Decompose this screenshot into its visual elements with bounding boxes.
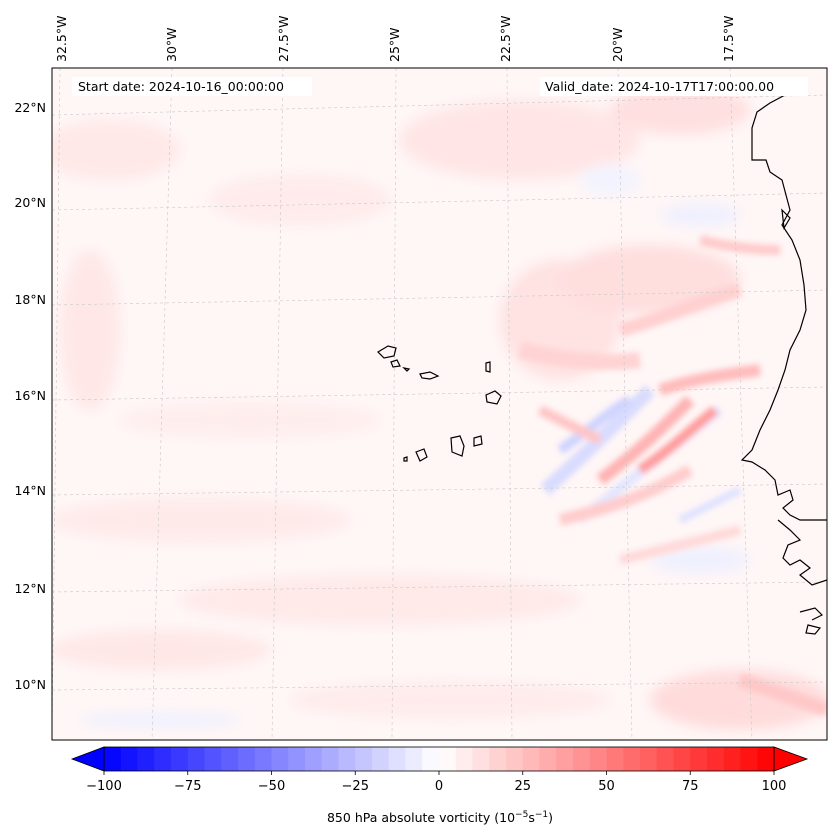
colorbar-cell — [506, 747, 524, 771]
lat-label: 18°N — [14, 292, 46, 307]
colorbar-cell — [171, 747, 189, 771]
colorbar-tick-label: −75 — [174, 779, 201, 794]
colorbar: −100 −75 −50 −25 0 25 50 75 100 850 hPa absolute… — [70, 746, 809, 825]
west-africa-coastline — [740, 94, 827, 635]
lon-label: 17.5°W — [721, 16, 736, 62]
colorbar-cell — [137, 747, 155, 771]
colorbar-cell — [690, 747, 708, 771]
lon-label: 30°W — [164, 27, 179, 62]
lon-label: 25°W — [387, 27, 402, 62]
colorbar-cell — [355, 747, 373, 771]
vorticity-field — [52, 85, 827, 730]
graticule — [52, 68, 827, 740]
lat-label: 20°N — [14, 195, 46, 210]
colorbar-cell — [589, 747, 607, 771]
map-panel: Start date: 2024-10-16_00:00:00 Valid_da… — [51, 67, 828, 741]
colorbar-cell — [321, 747, 339, 771]
colorbar-cell — [623, 747, 641, 771]
colorbar-tick-label: 75 — [682, 779, 699, 794]
colorbar-cell — [539, 747, 557, 771]
colorbar-cell — [556, 747, 574, 771]
colorbar-tick-label: −50 — [258, 779, 285, 794]
colorbar-cell — [439, 747, 457, 771]
colorbar-cell — [187, 747, 205, 771]
valid-date-text: Valid_date: 2024-10-17T17:00:00.00 — [545, 79, 774, 94]
colorbar-cell — [707, 747, 725, 771]
colorbar-tick-label: −25 — [342, 779, 369, 794]
colorbar-tick-label: 25 — [514, 779, 531, 794]
colorbar-extend-min — [70, 746, 105, 772]
colorbar-tick-label: −100 — [86, 779, 122, 794]
lat-label: 22°N — [14, 100, 46, 115]
colorbar-cell — [238, 747, 256, 771]
colorbar-tick-label: 50 — [598, 779, 615, 794]
lat-label: 14°N — [14, 483, 46, 498]
colorbar-cell — [372, 747, 390, 771]
colorbar-tick-label: 0 — [435, 779, 443, 794]
colorbar-label: 850 hPa absolute vorticity (10−5s−1) — [327, 810, 553, 825]
colorbar-cell — [573, 747, 591, 771]
longitude-labels: 32.5°W 30°W 27.5°W 25°W 22.5°W 20°W 17.5… — [54, 16, 736, 62]
colorbar-cell — [455, 747, 473, 771]
colorbar-ticks: −100 −75 −50 −25 0 25 50 75 100 — [86, 771, 786, 794]
colorbar-cell — [757, 747, 775, 771]
cape-verde-islands — [377, 345, 502, 462]
colorbar-cell — [606, 747, 624, 771]
colorbar-cell — [673, 747, 691, 771]
colorbar-cells — [104, 747, 775, 771]
colorbar-cell — [204, 747, 222, 771]
colorbar-cell — [640, 747, 658, 771]
colorbar-cell — [254, 747, 272, 771]
colorbar-cell — [740, 747, 758, 771]
colorbar-cell — [472, 747, 490, 771]
colorbar-cell — [288, 747, 306, 771]
colorbar-cell — [405, 747, 423, 771]
colorbar-cell — [522, 747, 540, 771]
start-date-text: Start date: 2024-10-16_00:00:00 — [78, 79, 284, 94]
colorbar-extend-max — [773, 746, 809, 772]
lon-label: 20°W — [610, 27, 625, 62]
lat-label: 12°N — [14, 581, 46, 596]
lat-label: 10°N — [14, 677, 46, 692]
lon-label: 32.5°W — [54, 16, 69, 62]
colorbar-cell — [305, 747, 323, 771]
latitude-labels: 22°N 20°N 18°N 16°N 14°N 12°N 10°N — [14, 100, 46, 692]
colorbar-cell — [104, 747, 122, 771]
colorbar-cell — [338, 747, 356, 771]
colorbar-cell — [656, 747, 674, 771]
map-border — [51, 67, 828, 741]
lon-label: 22.5°W — [498, 16, 513, 62]
colorbar-cell — [120, 747, 138, 771]
colorbar-tick-label: 100 — [762, 779, 787, 794]
colorbar-cell — [489, 747, 507, 771]
colorbar-cell — [388, 747, 406, 771]
colorbar-cell — [271, 747, 289, 771]
valid-date-box — [540, 77, 808, 96]
colorbar-cell — [422, 747, 440, 771]
lon-label: 27.5°W — [276, 16, 291, 62]
colorbar-cell — [221, 747, 239, 771]
start-date-box — [72, 77, 312, 96]
colorbar-cell — [154, 747, 172, 771]
lat-label: 16°N — [14, 388, 46, 403]
colorbar-cell — [723, 747, 741, 771]
